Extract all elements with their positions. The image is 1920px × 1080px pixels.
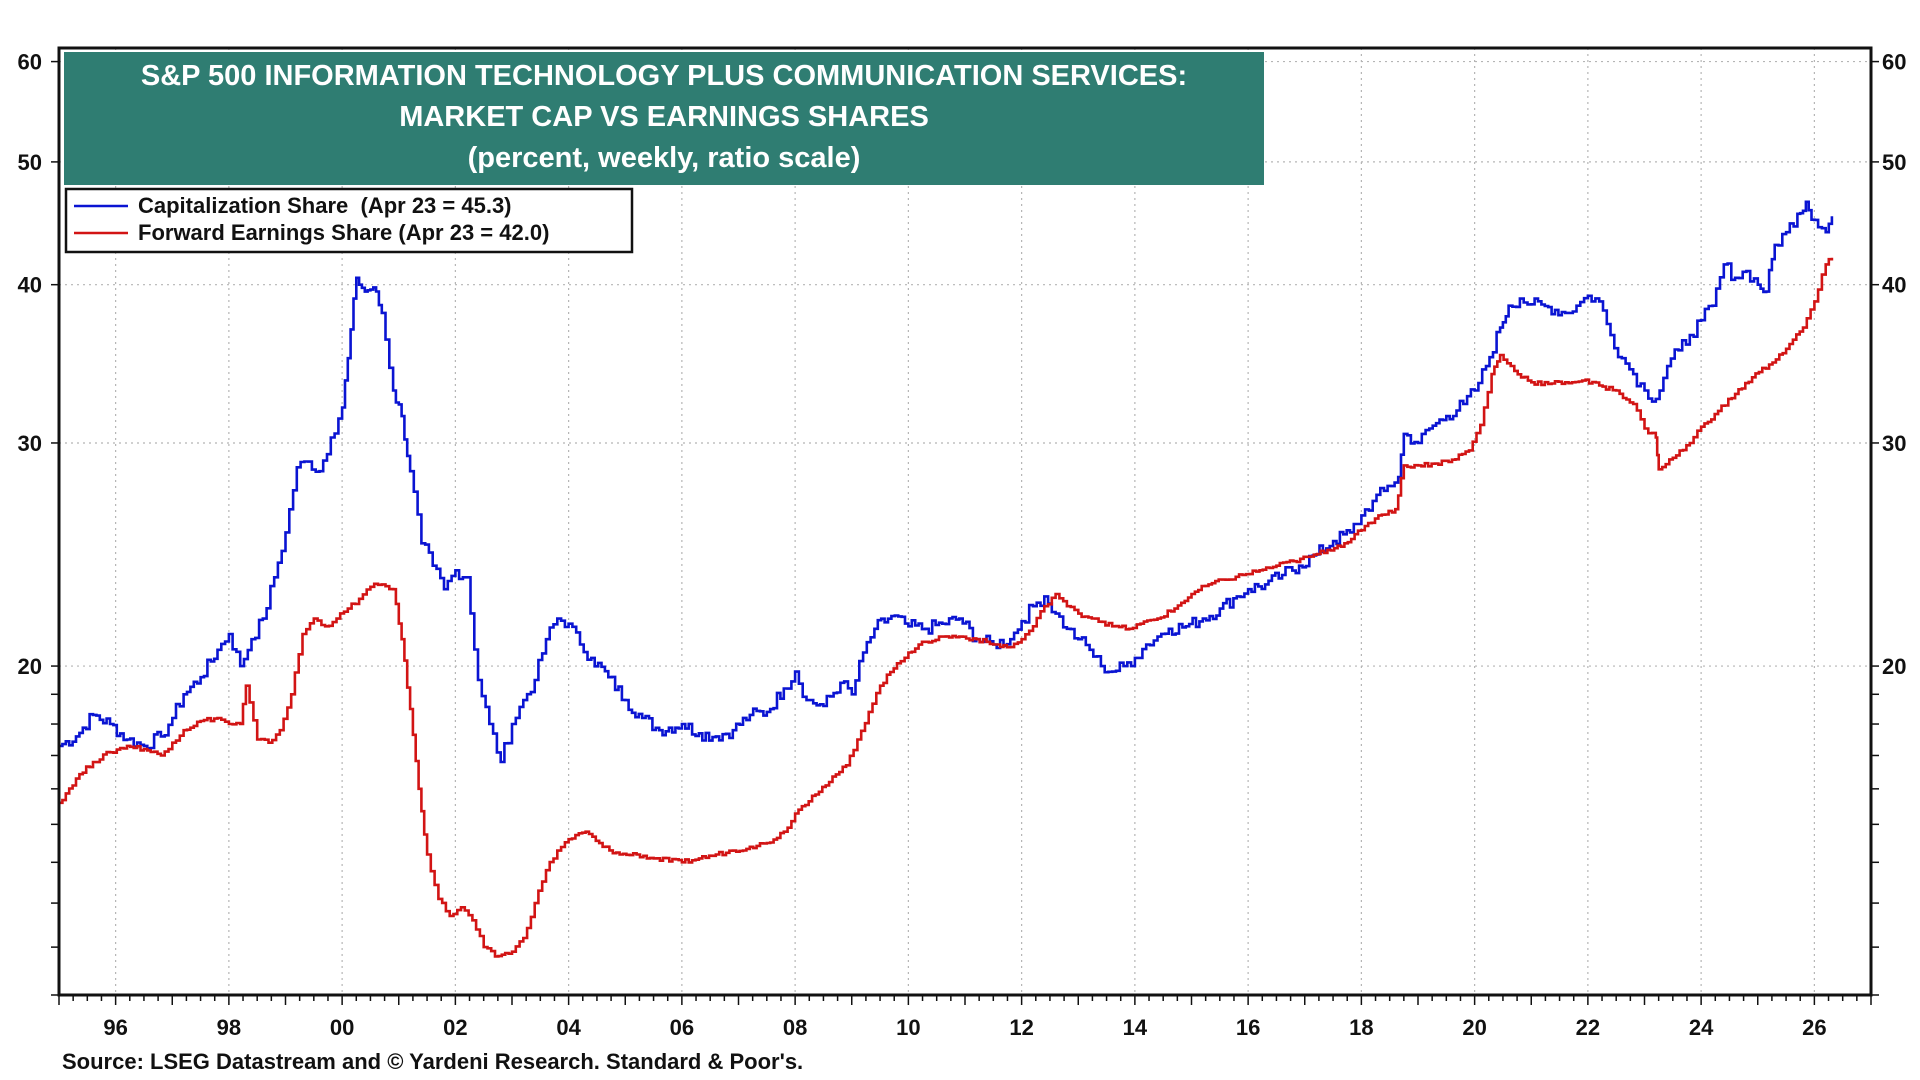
source-note: Source: LSEG Datastream and © Yardeni Re…: [62, 1049, 803, 1074]
x-tick-label: 10: [896, 1015, 920, 1040]
title-banner: [64, 52, 1264, 185]
chart-title: S&P 500 INFORMATION TECHNOLOGY PLUS COMM…: [141, 60, 1187, 92]
axis-layer: 20 20 30 30 40 40 50 50 60 60 96 98 00 02 04 06 08 10 12 14…: [18, 50, 1907, 1040]
x-tick-label: 18: [1349, 1015, 1373, 1040]
chart-note: (percent, weekly, ratio scale): [468, 142, 861, 174]
x-tick-label: 08: [783, 1015, 807, 1040]
y-tick-label-left: 40: [18, 273, 42, 298]
legend-label-forward-earnings: Forward Earnings Share (Apr 23 = 42.0): [138, 220, 549, 245]
y-tick-label-right: 50: [1882, 150, 1906, 175]
x-tick-label: 16: [1236, 1015, 1260, 1040]
legend-label-capitalization: Capitalization Share (Apr 23 = 45.3): [138, 193, 512, 218]
x-tick-label: 00: [330, 1015, 354, 1040]
x-tick-label: 04: [556, 1015, 581, 1040]
y-tick-label-right: 60: [1882, 50, 1906, 75]
x-tick-label: 24: [1689, 1015, 1714, 1040]
chart-subtitle: MARKET CAP VS EARNINGS SHARES: [399, 101, 929, 133]
x-tick-label: 12: [1009, 1015, 1033, 1040]
title-block: S&P 500 INFORMATION TECHNOLOGY PLUS COMM…: [64, 52, 1264, 185]
legend: Capitalization Share (Apr 23 = 45.3) For…: [64, 187, 634, 254]
y-tick-label-right: 30: [1882, 431, 1906, 456]
x-tick-label: 02: [443, 1015, 467, 1040]
y-tick-label-right: 20: [1882, 654, 1906, 679]
y-tick-label-left: 30: [18, 431, 42, 456]
y-tick-label-right: 40: [1882, 273, 1906, 298]
y-tick-label-left: 20: [18, 654, 42, 679]
y-tick-label-left: 60: [18, 50, 42, 75]
x-tick-label: 96: [103, 1015, 127, 1040]
series-layer: [59, 200, 1834, 958]
x-tick-label: 20: [1462, 1015, 1486, 1040]
x-tick-label: 22: [1576, 1015, 1600, 1040]
legend-box: [64, 187, 634, 254]
series-line-capitalization-share: [59, 200, 1834, 764]
y-tick-label-left: 50: [18, 150, 42, 175]
x-tick-label: 98: [217, 1015, 241, 1040]
x-tick-label: 26: [1802, 1015, 1826, 1040]
x-tick-label: 14: [1123, 1015, 1148, 1040]
series-line-forward-earnings-share: [59, 257, 1834, 958]
x-tick-label: 06: [670, 1015, 694, 1040]
